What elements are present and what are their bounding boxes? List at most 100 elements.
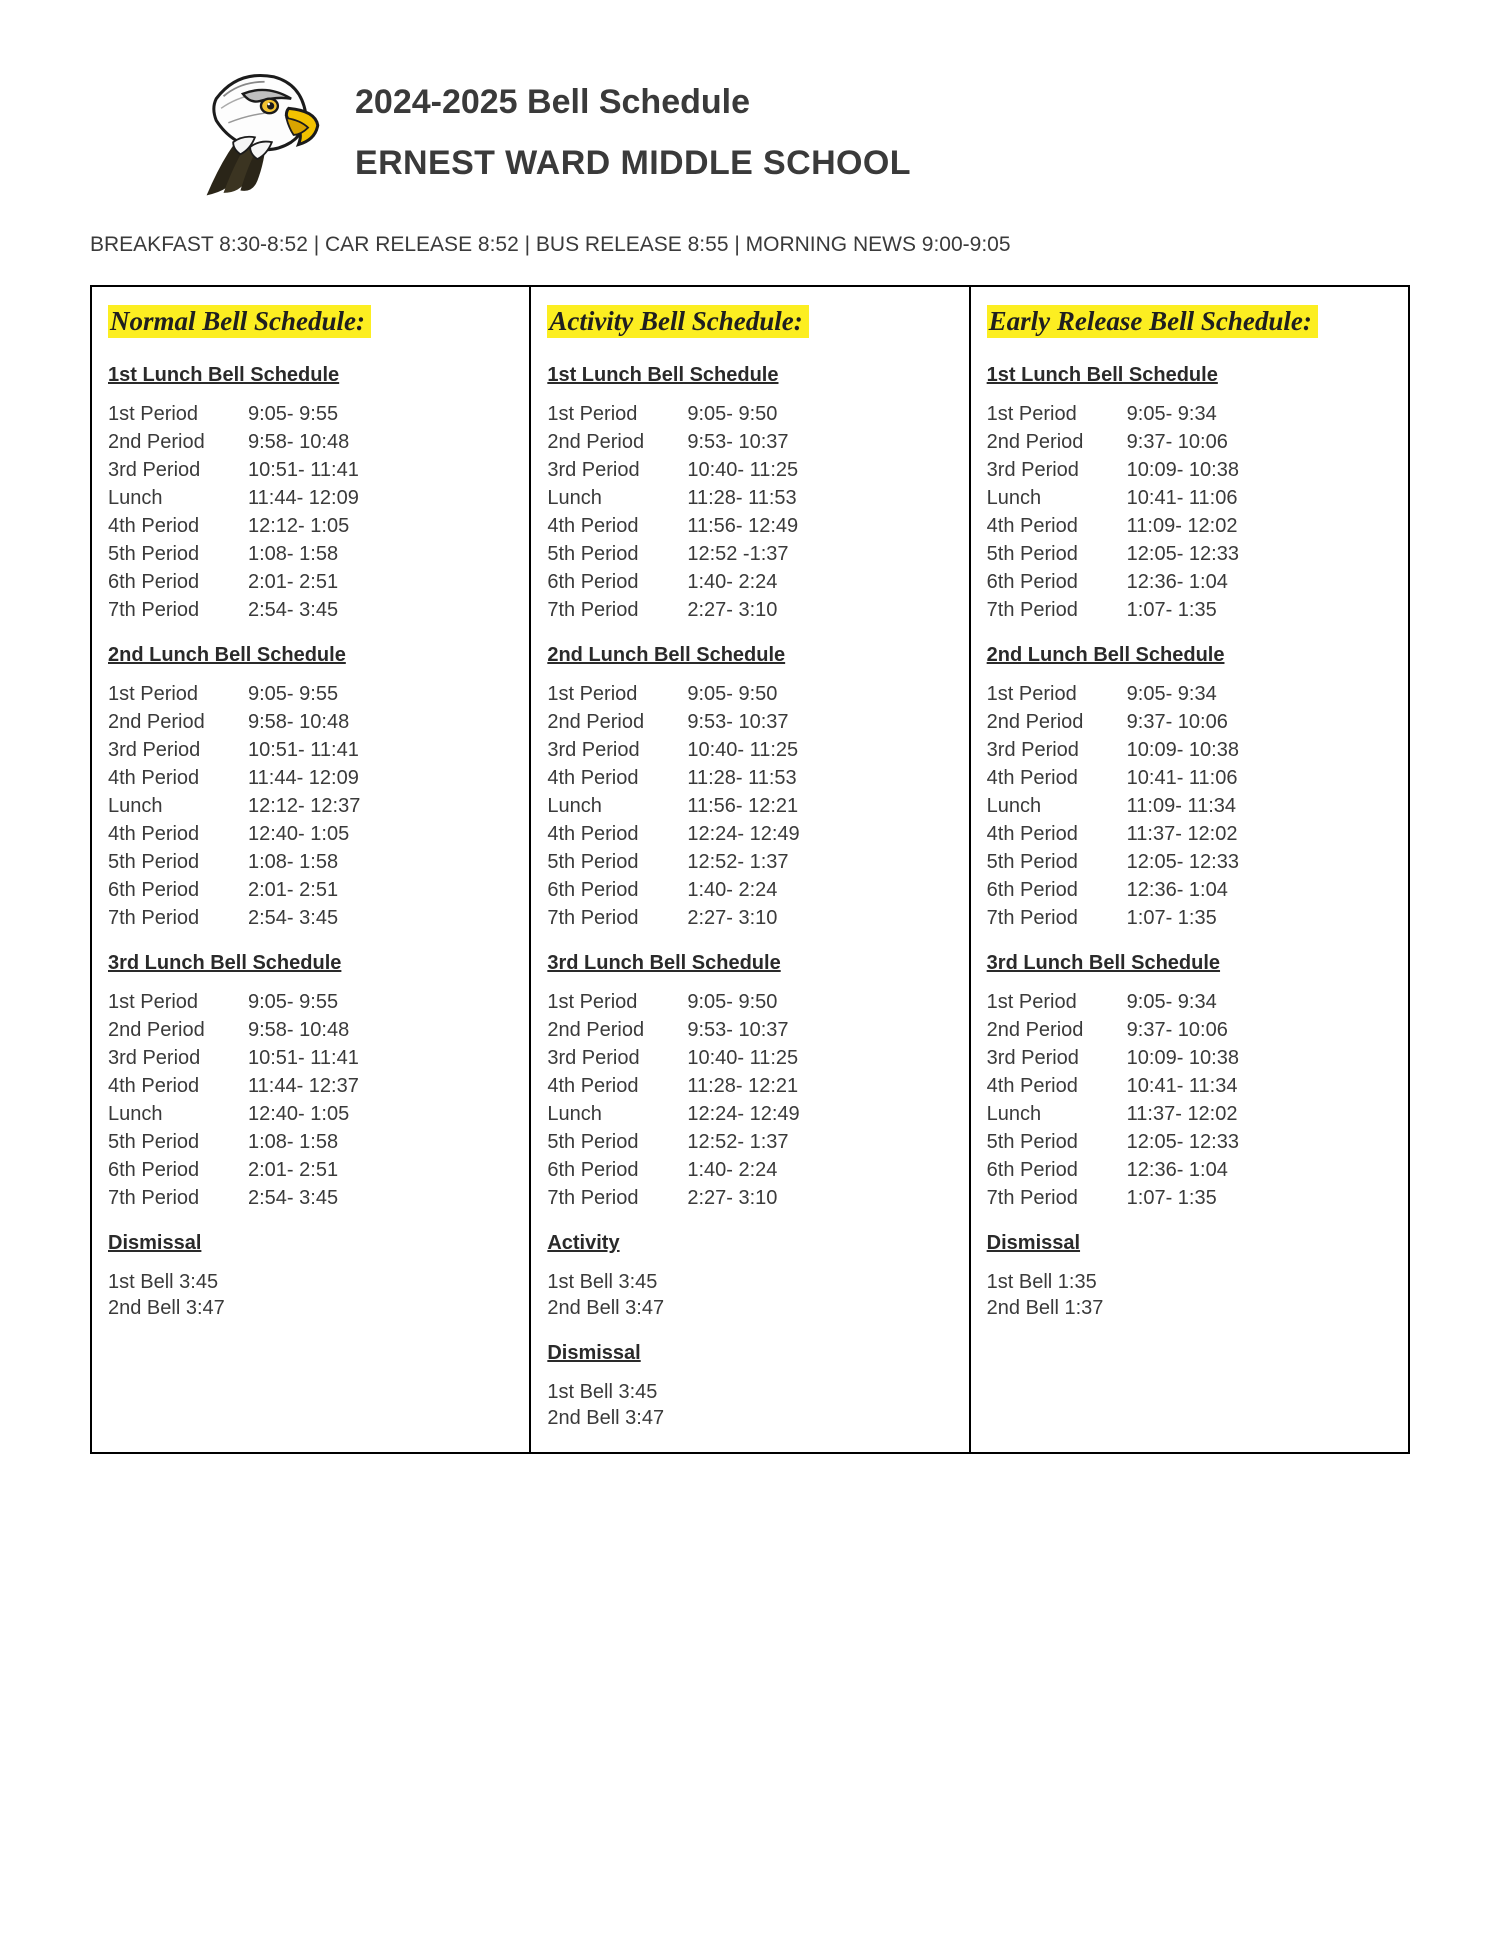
period-label: 7th Period: [108, 599, 248, 622]
period-time: 2:27- 3:10: [687, 1187, 952, 1210]
period-time: 10:41- 11:06: [1127, 767, 1392, 790]
bell-line: 2nd Bell 3:47: [547, 1297, 952, 1320]
lunch-schedule-heading: 2nd Lunch Bell Schedule: [547, 644, 952, 667]
period-label: 3rd Period: [547, 459, 687, 482]
period-time: 2:54- 3:45: [248, 907, 513, 930]
period-time: 11:37- 12:02: [1127, 1103, 1392, 1126]
period-time: 10:51- 11:41: [248, 1047, 513, 1070]
lunch-schedule-heading: 2nd Lunch Bell Schedule: [108, 644, 513, 667]
period-label: Lunch: [547, 487, 687, 510]
schedule-row: 2nd Period9:58- 10:48: [108, 711, 513, 734]
schedule-row: 6th Period1:40- 2:24: [547, 1159, 952, 1182]
period-time: 9:58- 10:48: [248, 1019, 513, 1042]
period-label: 3rd Period: [547, 1047, 687, 1070]
period-label: 5th Period: [987, 543, 1127, 566]
schedule-column: Activity Bell Schedule: 1st Lunch Bell Sc…: [529, 287, 968, 1452]
period-time: 1:07- 1:35: [1127, 907, 1392, 930]
schedule-row: 6th Period12:36- 1:04: [987, 571, 1392, 594]
schedule-row: Lunch12:40- 1:05: [108, 1103, 513, 1126]
schedule-row: 7th Period1:07- 1:35: [987, 907, 1392, 930]
period-label: Lunch: [987, 795, 1127, 818]
period-label: 3rd Period: [547, 739, 687, 762]
schedule-row: 1st Period9:05- 9:34: [987, 683, 1392, 706]
period-time: 10:09- 10:38: [1127, 1047, 1392, 1070]
schedule-row: Lunch10:41- 11:06: [987, 487, 1392, 510]
period-time: 12:40- 1:05: [248, 823, 513, 846]
period-time: 10:51- 11:41: [248, 459, 513, 482]
bell-line: 1st Bell 3:45: [547, 1381, 952, 1404]
period-time: 2:01- 2:51: [248, 1159, 513, 1182]
schedule-row: 3rd Period10:09- 10:38: [987, 739, 1392, 762]
period-label: 7th Period: [547, 599, 687, 622]
schedule-row: 6th Period1:40- 2:24: [547, 571, 952, 594]
period-time: 11:28- 11:53: [687, 487, 952, 510]
period-time: 11:28- 11:53: [687, 767, 952, 790]
period-label: 3rd Period: [108, 1047, 248, 1070]
lunch-schedule-heading: 1st Lunch Bell Schedule: [547, 364, 952, 387]
period-label: Lunch: [108, 795, 248, 818]
period-label: 5th Period: [987, 1131, 1127, 1154]
schedule-row: 2nd Period9:37- 10:06: [987, 711, 1392, 734]
schedule-row: 1st Period9:05- 9:55: [108, 991, 513, 1014]
period-time: 12:05- 12:33: [1127, 1131, 1392, 1154]
period-time: 11:56- 12:49: [687, 515, 952, 538]
period-time: 9:05- 9:34: [1127, 991, 1392, 1014]
period-label: 6th Period: [108, 571, 248, 594]
school-name: ERNEST WARD MIDDLE SCHOOL: [355, 144, 911, 183]
column-title: Activity Bell Schedule:: [547, 305, 808, 338]
lunch-schedule-heading: 1st Lunch Bell Schedule: [108, 364, 513, 387]
period-label: 5th Period: [547, 851, 687, 874]
schedule-row: 1st Period9:05- 9:55: [108, 403, 513, 426]
schedule-row: 7th Period2:54- 3:45: [108, 907, 513, 930]
schedule-rows: 1st Period9:05- 9:552nd Period9:58- 10:4…: [108, 991, 513, 1210]
schedule-row: 7th Period1:07- 1:35: [987, 599, 1392, 622]
title-block: 2024-2025 Bell Schedule ERNEST WARD MIDD…: [355, 83, 911, 183]
period-label: 2nd Period: [108, 711, 248, 734]
schedule-row: 3rd Period10:09- 10:38: [987, 1047, 1392, 1070]
period-time: 12:24- 12:49: [687, 1103, 952, 1126]
schedule-row: 3rd Period10:40- 11:25: [547, 1047, 952, 1070]
period-label: 2nd Period: [547, 711, 687, 734]
period-time: 9:53- 10:37: [687, 431, 952, 454]
lunch-schedule-heading: 3rd Lunch Bell Schedule: [547, 952, 952, 975]
period-time: 10:40- 11:25: [687, 739, 952, 762]
schedule-row: 4th Period11:28- 11:53: [547, 767, 952, 790]
period-label: 4th Period: [987, 767, 1127, 790]
period-label: 1st Period: [987, 991, 1127, 1014]
period-time: 12:36- 1:04: [1127, 571, 1392, 594]
schedule-row: 6th Period2:01- 2:51: [108, 1159, 513, 1182]
schedule-column: Normal Bell Schedule:1st Lunch Bell Sche…: [92, 287, 529, 1452]
schedule-table: Normal Bell Schedule:1st Lunch Bell Sche…: [90, 285, 1410, 1454]
schedule-row: 5th Period12:52- 1:37: [547, 1131, 952, 1154]
schedule-row: 3rd Period10:51- 11:41: [108, 1047, 513, 1070]
lunch-schedule-heading: 1st Lunch Bell Schedule: [987, 364, 1392, 387]
schedule-row: 3rd Period10:40- 11:25: [547, 739, 952, 762]
schedule-row: 6th Period12:36- 1:04: [987, 1159, 1392, 1182]
period-time: 9:05- 9:34: [1127, 403, 1392, 426]
schedule-row: 5th Period1:08- 1:58: [108, 1131, 513, 1154]
schedule-row: 6th Period2:01- 2:51: [108, 879, 513, 902]
schedule-row: 4th Period11:44- 12:37: [108, 1075, 513, 1098]
period-label: 6th Period: [987, 1159, 1127, 1182]
period-time: 10:41- 11:06: [1127, 487, 1392, 510]
page-title: 2024-2025 Bell Schedule: [355, 83, 911, 122]
period-label: 5th Period: [108, 851, 248, 874]
schedule-row: 5th Period1:08- 1:58: [108, 543, 513, 566]
schedule-row: 7th Period1:07- 1:35: [987, 1187, 1392, 1210]
schedule-row: 5th Period12:05- 12:33: [987, 543, 1392, 566]
period-label: 6th Period: [108, 1159, 248, 1182]
period-label: 3rd Period: [987, 1047, 1127, 1070]
period-time: 11:56- 12:21: [687, 795, 952, 818]
period-time: 11:37- 12:02: [1127, 823, 1392, 846]
period-time: 2:27- 3:10: [687, 599, 952, 622]
schedule-row: 4th Period12:12- 1:05: [108, 515, 513, 538]
period-time: 9:05- 9:55: [248, 403, 513, 426]
period-label: 6th Period: [987, 571, 1127, 594]
period-time: 12:12- 1:05: [248, 515, 513, 538]
period-label: 7th Period: [108, 907, 248, 930]
period-time: 9:37- 10:06: [1127, 431, 1392, 454]
footer-heading: Activity: [547, 1232, 952, 1255]
period-label: 7th Period: [547, 1187, 687, 1210]
period-time: 1:07- 1:35: [1127, 599, 1392, 622]
header: 2024-2025 Bell Schedule ERNEST WARD MIDD…: [180, 60, 1410, 205]
